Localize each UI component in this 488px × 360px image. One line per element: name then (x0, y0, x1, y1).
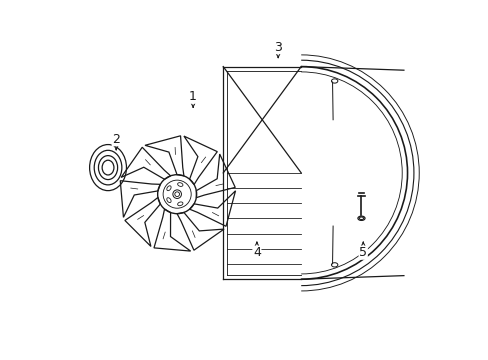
Text: 4: 4 (252, 242, 260, 259)
Text: 2: 2 (112, 133, 120, 150)
Text: 3: 3 (274, 41, 282, 58)
Text: 5: 5 (359, 242, 366, 259)
Text: 1: 1 (189, 90, 197, 107)
